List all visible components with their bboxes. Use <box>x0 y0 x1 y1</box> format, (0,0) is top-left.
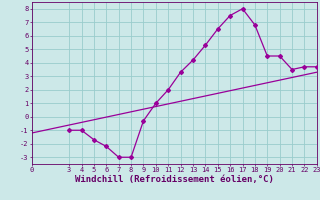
X-axis label: Windchill (Refroidissement éolien,°C): Windchill (Refroidissement éolien,°C) <box>75 175 274 184</box>
